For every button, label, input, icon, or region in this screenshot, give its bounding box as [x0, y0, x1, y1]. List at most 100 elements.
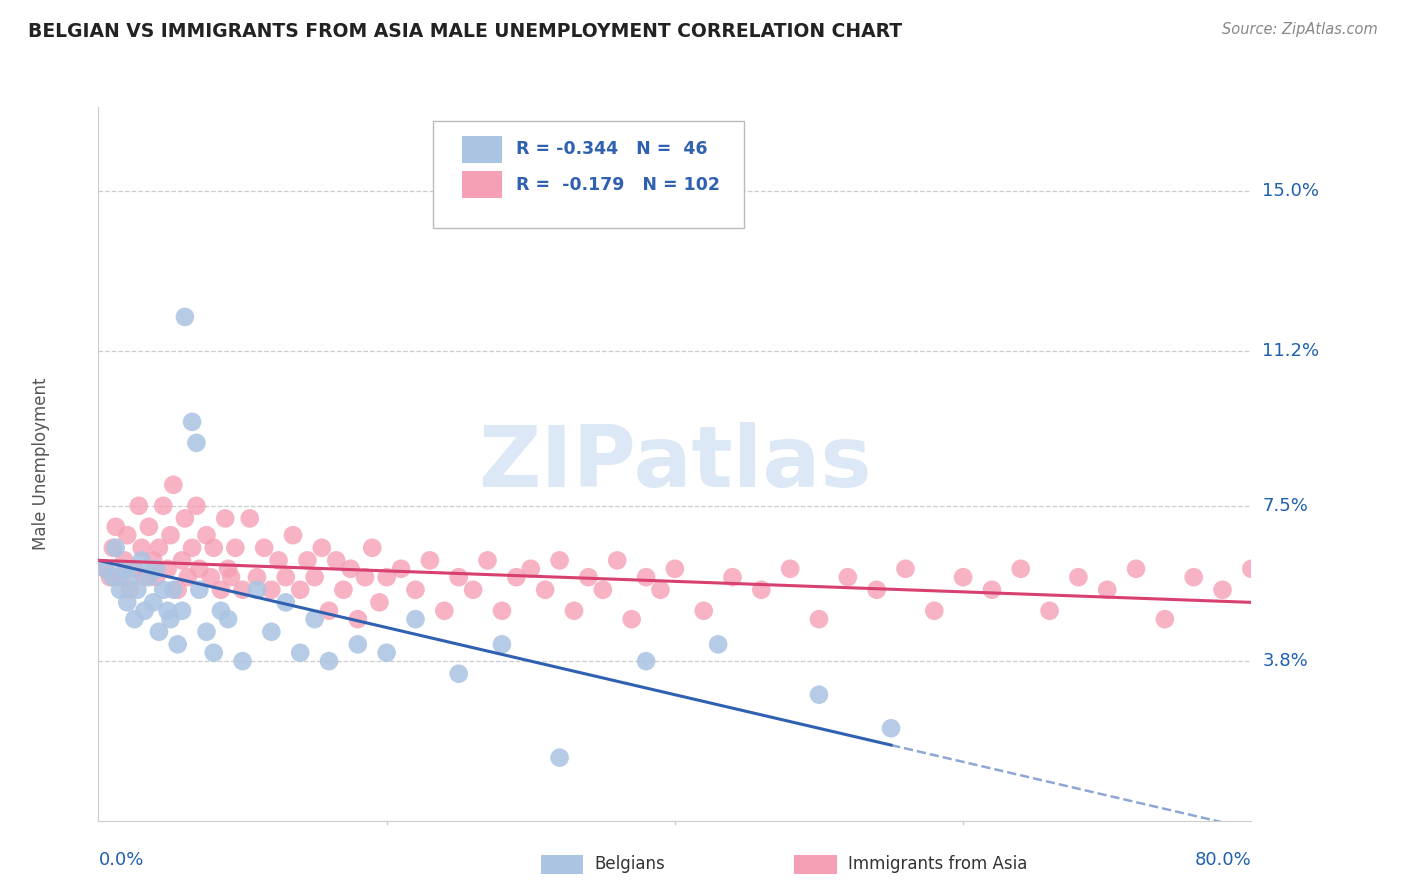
Point: [112, 553, 135, 567]
Point: [707, 637, 730, 651]
Point: [124, 562, 146, 576]
Point: [1153, 612, 1175, 626]
Point: [1182, 570, 1205, 584]
Point: [751, 582, 773, 597]
Point: [174, 310, 197, 324]
Point: [491, 604, 513, 618]
Point: [534, 582, 557, 597]
Point: [1268, 570, 1291, 584]
Point: [98, 570, 121, 584]
Point: [127, 582, 149, 597]
Text: 7.5%: 7.5%: [1263, 497, 1309, 515]
Point: [134, 604, 156, 618]
Point: [186, 435, 208, 450]
Point: [181, 541, 204, 555]
Point: [290, 646, 312, 660]
Point: [101, 570, 124, 584]
Point: [1010, 562, 1032, 576]
Point: [246, 570, 269, 584]
Point: [94, 562, 117, 576]
Point: [606, 553, 628, 567]
Point: [142, 553, 165, 567]
Point: [170, 604, 193, 618]
Point: [592, 582, 614, 597]
Point: [104, 520, 127, 534]
Point: [491, 637, 513, 651]
Point: [217, 562, 239, 576]
Point: [253, 541, 276, 555]
Point: [214, 511, 236, 525]
Point: [117, 528, 138, 542]
Point: [186, 499, 208, 513]
Point: [375, 646, 398, 660]
Point: [354, 570, 377, 584]
Point: [304, 612, 326, 626]
Point: [159, 528, 181, 542]
Point: [318, 604, 340, 618]
Text: Male Unemployment: Male Unemployment: [32, 377, 49, 550]
Point: [477, 553, 499, 567]
Point: [368, 595, 391, 609]
Point: [325, 553, 347, 567]
Point: [131, 553, 153, 567]
Point: [246, 582, 269, 597]
Point: [152, 582, 174, 597]
Point: [138, 570, 160, 584]
Point: [209, 604, 232, 618]
Text: R =  -0.179   N = 102: R = -0.179 N = 102: [516, 176, 720, 194]
Point: [159, 612, 181, 626]
Point: [636, 654, 658, 668]
Point: [1038, 604, 1062, 618]
Point: [447, 666, 470, 681]
Point: [231, 582, 254, 597]
Text: R = -0.344   N =  46: R = -0.344 N = 46: [516, 140, 707, 158]
Point: [562, 604, 585, 618]
Point: [274, 570, 297, 584]
Point: [693, 604, 716, 618]
Point: [894, 562, 917, 576]
Point: [578, 570, 600, 584]
Text: BELGIAN VS IMMIGRANTS FROM ASIA MALE UNEMPLOYMENT CORRELATION CHART: BELGIAN VS IMMIGRANTS FROM ASIA MALE UNE…: [28, 22, 903, 41]
Point: [195, 528, 218, 542]
Point: [981, 582, 1004, 597]
Point: [202, 541, 225, 555]
Point: [650, 582, 672, 597]
Point: [162, 582, 184, 597]
Text: Belgians: Belgians: [595, 855, 665, 873]
Point: [346, 612, 368, 626]
Point: [290, 582, 312, 597]
Point: [156, 604, 179, 618]
Point: [721, 570, 744, 584]
Point: [166, 582, 188, 597]
Text: 3.8%: 3.8%: [1263, 652, 1308, 670]
Point: [1240, 562, 1263, 576]
Point: [419, 553, 441, 567]
Point: [520, 562, 543, 576]
Point: [131, 541, 153, 555]
Point: [217, 612, 239, 626]
Point: [866, 582, 889, 597]
Point: [346, 637, 368, 651]
Point: [405, 582, 427, 597]
Point: [1298, 553, 1320, 567]
Point: [112, 562, 135, 576]
Point: [405, 612, 427, 626]
Point: [128, 499, 150, 513]
Text: 0.0%: 0.0%: [98, 851, 143, 869]
Point: [505, 570, 527, 584]
Point: [200, 570, 222, 584]
Point: [124, 612, 146, 626]
Point: [361, 541, 384, 555]
Point: [1125, 562, 1147, 576]
Point: [304, 570, 326, 584]
Point: [922, 604, 945, 618]
Point: [620, 612, 643, 626]
Point: [104, 541, 127, 555]
Point: [260, 624, 283, 639]
Point: [1212, 582, 1234, 597]
FancyBboxPatch shape: [461, 136, 502, 162]
Point: [174, 511, 197, 525]
Point: [117, 595, 138, 609]
Point: [548, 750, 571, 764]
Point: [433, 604, 456, 618]
